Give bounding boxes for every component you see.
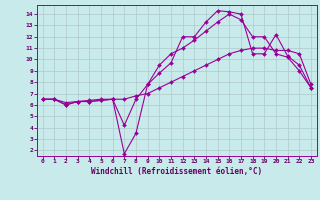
- X-axis label: Windchill (Refroidissement éolien,°C): Windchill (Refroidissement éolien,°C): [91, 167, 262, 176]
